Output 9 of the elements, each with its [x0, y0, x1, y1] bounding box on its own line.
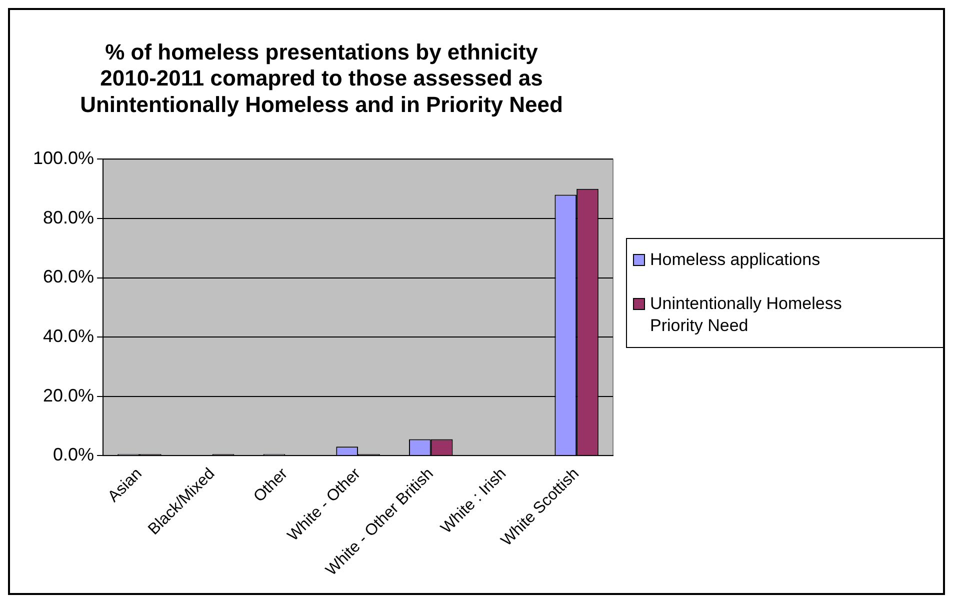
y-tick-label: 60.0%: [43, 266, 94, 287]
y-tick-label: 100.0%: [32, 148, 94, 168]
y-tick-label: 0.0%: [53, 444, 94, 465]
y-tick-label: 20.0%: [43, 385, 94, 406]
legend-label: Homeless applications: [650, 249, 822, 271]
y-tick-label: 80.0%: [43, 207, 94, 228]
chart-title: % of homeless presentations by ethnicity 2010-2011 comapred to those assessed as Unintentionally Homeless and in Priority Need: [80, 39, 563, 118]
legend-label: Unintentionally Homeless Priority Need: [650, 293, 843, 337]
y-tick-label: 40.0%: [43, 326, 94, 346]
